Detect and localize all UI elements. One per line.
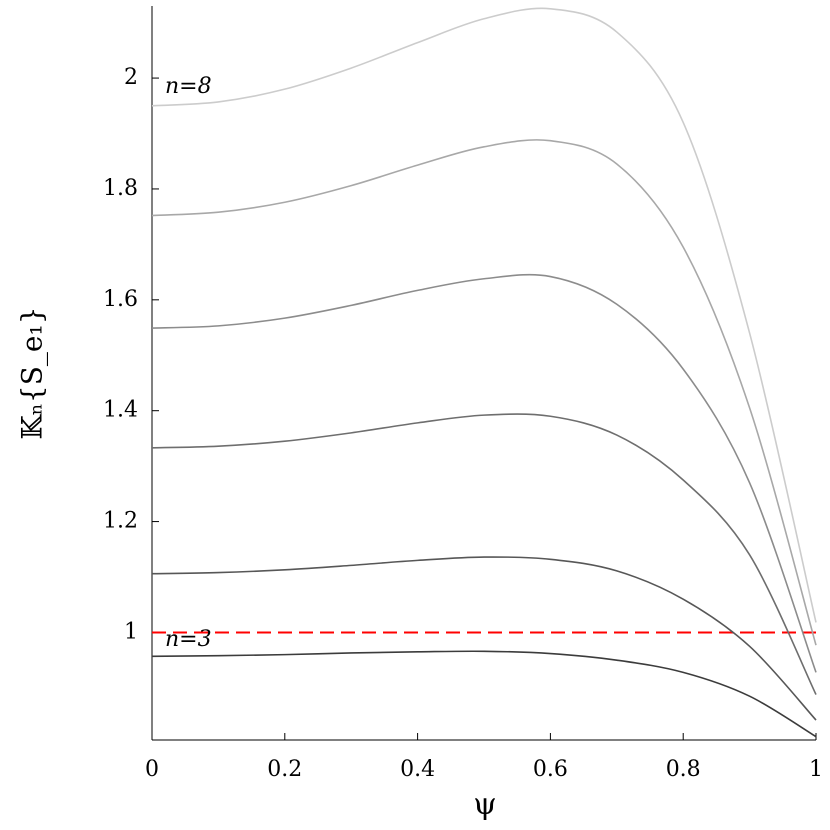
data-line [151,413,817,695]
data-line [151,650,817,738]
data-line [151,556,817,721]
y-tick-label: 1.4 [103,398,138,423]
y-tick-label: 1.2 [103,509,138,534]
y-tick-label: 2 [124,65,138,90]
x-tick-label: 0.4 [400,757,435,782]
data-line [151,273,817,673]
x-tick-label: 0.2 [267,757,302,782]
y-tick-label: 1.6 [103,287,138,312]
data-line [151,139,817,646]
x-tick-label: 0.6 [533,757,568,782]
data-line [151,7,817,623]
annotation: n=8 [165,74,212,99]
x-tick-label: 0 [145,757,159,782]
x-tick-label: 1 [809,757,823,782]
y-axis-label: 𝕂ₙ{S_e₁} [16,306,49,439]
x-tick-label: 0.8 [666,757,701,782]
annotation: n=3 [165,627,212,652]
x-axis-label: ψ [473,787,497,822]
y-tick-label: 1.8 [103,176,138,201]
y-tick-label: 1 [124,619,138,644]
